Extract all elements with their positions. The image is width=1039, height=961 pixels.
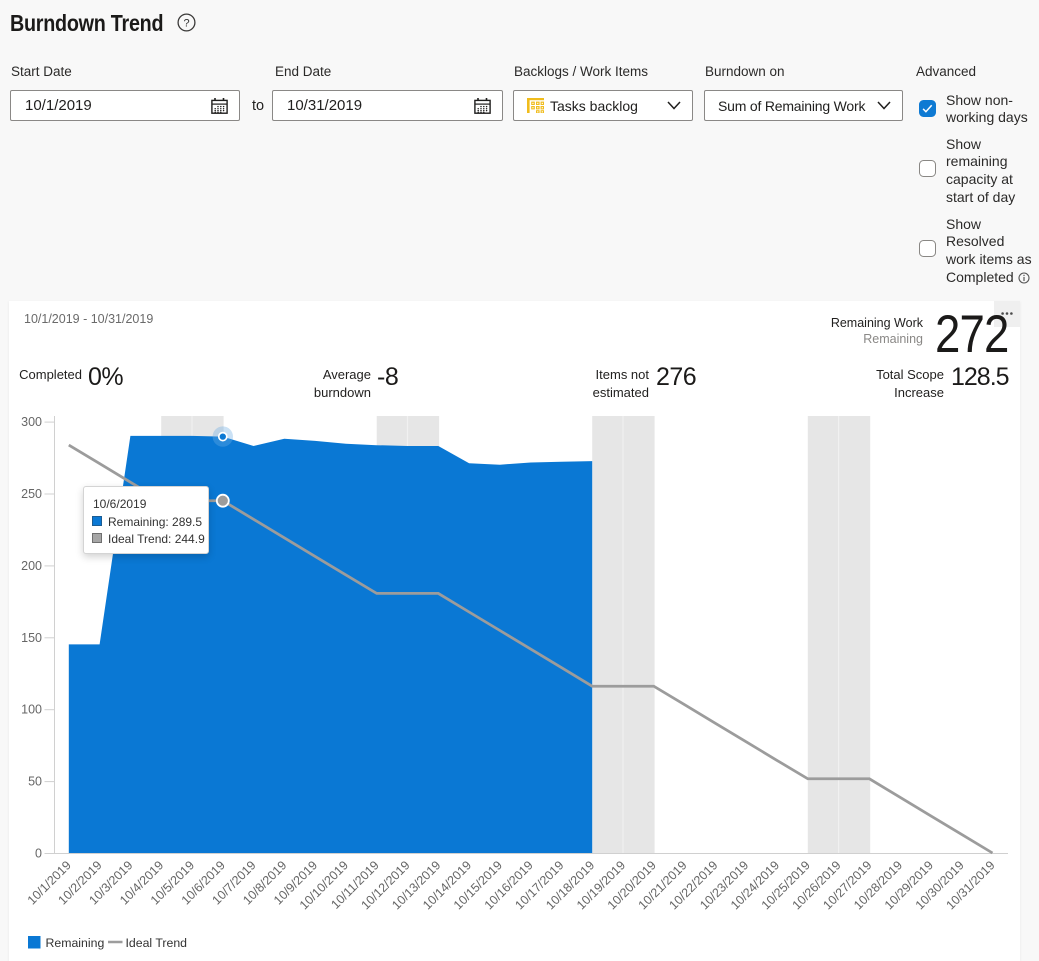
svg-text:100: 100 [21,703,42,717]
svg-text:Ideal Trend: Ideal Trend [126,936,188,950]
svg-text:Remaining: Remaining [46,936,105,950]
svg-text:150: 150 [21,631,42,645]
svg-text:250: 250 [21,487,42,501]
svg-text:50: 50 [28,775,42,789]
svg-text:0: 0 [35,847,42,861]
svg-text:200: 200 [21,559,42,573]
svg-text:300: 300 [21,415,42,429]
svg-text:?: ? [183,17,189,29]
